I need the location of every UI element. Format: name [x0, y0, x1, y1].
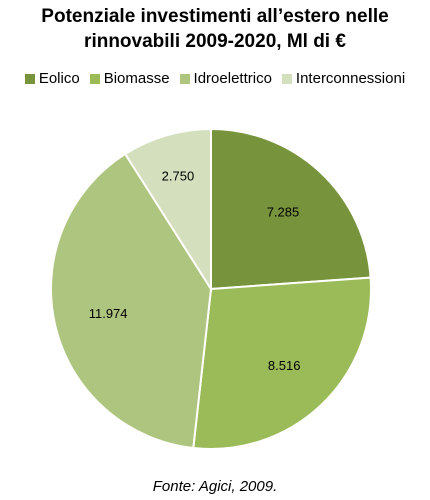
data-label-eolico: 7.285 — [267, 205, 300, 220]
chart-legend: Eolico Biomasse Idroelettrico Interconne… — [0, 70, 430, 87]
source-note: Fonte: Agici, 2009. — [152, 478, 278, 495]
legend-label-interconnessioni: Interconnessioni — [295, 70, 406, 87]
pie-slice-biomasse — [192, 276, 372, 450]
legend-label-idroelettrico: Idroelettrico — [193, 70, 272, 87]
legend-swatch-eolico — [24, 73, 35, 84]
legend-item-biomasse: Biomasse — [89, 70, 170, 87]
legend-item-interconnessioni: Interconnessioni — [281, 70, 406, 87]
chart-title: Potenziale investimenti all’estero nelle… — [0, 4, 430, 54]
pie-slice-interconnessioni — [123, 127, 212, 293]
legend-swatch-idroelettrico — [179, 73, 190, 84]
legend-label-biomasse: Biomasse — [103, 70, 170, 87]
chart-title-line1: Potenziale investimenti all’estero nelle — [41, 6, 389, 27]
legend-item-eolico: Eolico — [24, 70, 80, 87]
legend-swatch-interconnessioni — [281, 73, 292, 84]
legend-label-eolico: Eolico — [38, 70, 80, 87]
pie-slice-eolico — [210, 127, 372, 291]
legend-swatch-biomasse — [89, 73, 100, 84]
legend-item-idroelettrico: Idroelettrico — [179, 70, 272, 87]
data-label-biomasse: 8.516 — [268, 358, 301, 373]
chart-title-line2: rinnovabili 2009-2020, Ml di € — [84, 31, 346, 52]
data-label-idroelettrico: 11.974 — [89, 306, 128, 321]
data-label-interconnessioni: 2.750 — [162, 168, 195, 183]
